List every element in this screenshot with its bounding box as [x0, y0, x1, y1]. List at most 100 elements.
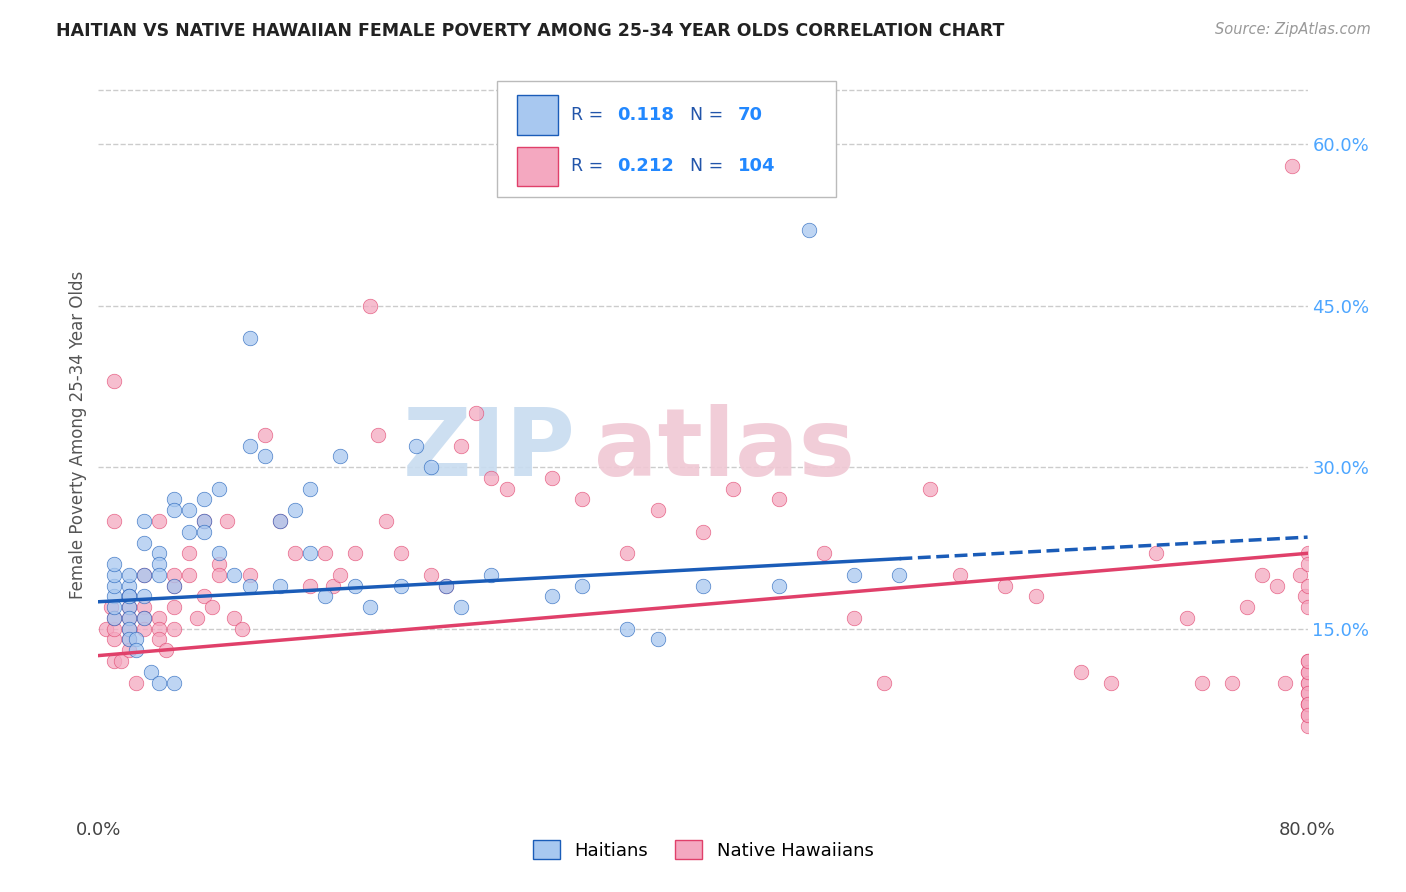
Point — [329, 567, 352, 582]
Point — [616, 622, 638, 636]
Point — [1099, 675, 1122, 690]
Point — [103, 567, 125, 582]
Point — [367, 427, 389, 442]
Point — [118, 600, 141, 615]
Point — [918, 482, 941, 496]
Point — [118, 622, 141, 636]
Point — [1070, 665, 1092, 679]
Point — [186, 611, 208, 625]
Point — [118, 622, 141, 636]
Point — [1267, 579, 1289, 593]
Point — [103, 632, 125, 647]
Point — [1296, 654, 1319, 668]
Point — [692, 524, 714, 539]
Point — [163, 503, 186, 517]
Point — [1296, 557, 1319, 571]
Point — [179, 567, 201, 582]
Text: 70: 70 — [738, 106, 763, 124]
FancyBboxPatch shape — [517, 95, 558, 135]
Point — [1175, 611, 1198, 625]
Y-axis label: Female Poverty Among 25-34 Year Olds: Female Poverty Among 25-34 Year Olds — [69, 271, 87, 599]
Text: 0.118: 0.118 — [617, 106, 673, 124]
Point — [481, 471, 503, 485]
Point — [389, 546, 412, 560]
Point — [284, 503, 307, 517]
Text: atlas: atlas — [595, 404, 855, 496]
Point — [1296, 697, 1319, 711]
Point — [208, 546, 231, 560]
Point — [1296, 654, 1319, 668]
Point — [1296, 686, 1319, 700]
Point — [994, 579, 1017, 593]
Point — [179, 546, 201, 560]
Point — [1296, 686, 1319, 700]
Point — [208, 482, 231, 496]
Point — [1024, 590, 1046, 604]
Point — [253, 450, 276, 464]
Point — [148, 611, 170, 625]
Point — [360, 299, 382, 313]
Point — [201, 600, 224, 615]
Point — [873, 675, 896, 690]
Point — [132, 514, 155, 528]
Point — [329, 450, 352, 464]
Point — [239, 579, 262, 593]
Point — [949, 567, 972, 582]
Point — [844, 611, 866, 625]
Point — [844, 567, 866, 582]
Point — [768, 492, 790, 507]
Point — [148, 514, 170, 528]
Point — [1289, 567, 1312, 582]
Point — [1191, 675, 1213, 690]
Point — [389, 579, 412, 593]
Point — [193, 492, 215, 507]
Point — [103, 622, 125, 636]
Point — [118, 590, 141, 604]
Point — [420, 567, 443, 582]
Point — [1296, 707, 1319, 722]
Point — [465, 406, 488, 420]
Point — [1296, 665, 1319, 679]
Point — [344, 579, 367, 593]
Point — [889, 567, 911, 582]
Point — [179, 524, 201, 539]
Point — [723, 482, 745, 496]
Point — [163, 579, 186, 593]
Point — [616, 546, 638, 560]
Point — [1294, 590, 1316, 604]
Point — [118, 590, 141, 604]
Point — [208, 567, 231, 582]
Point — [450, 439, 472, 453]
Point — [1296, 707, 1319, 722]
Text: N =: N = — [690, 157, 728, 176]
Point — [1296, 600, 1319, 615]
FancyBboxPatch shape — [517, 146, 558, 186]
Point — [269, 579, 291, 593]
Point — [314, 590, 336, 604]
Point — [148, 622, 170, 636]
Point — [103, 611, 125, 625]
Point — [450, 600, 472, 615]
Text: 0.212: 0.212 — [617, 157, 673, 176]
Point — [224, 567, 246, 582]
Point — [163, 492, 186, 507]
Point — [103, 557, 125, 571]
Point — [118, 611, 141, 625]
Point — [647, 632, 669, 647]
Point — [434, 579, 457, 593]
Point — [110, 654, 132, 668]
Point — [253, 427, 276, 442]
Point — [1236, 600, 1258, 615]
Point — [132, 622, 155, 636]
Point — [813, 546, 835, 560]
Point — [1251, 567, 1274, 582]
Point — [434, 579, 457, 593]
Point — [692, 579, 714, 593]
Point — [231, 622, 253, 636]
Point — [322, 579, 344, 593]
Point — [1281, 159, 1303, 173]
Point — [239, 567, 262, 582]
Point — [420, 460, 443, 475]
Point — [103, 600, 125, 615]
Point — [284, 546, 307, 560]
